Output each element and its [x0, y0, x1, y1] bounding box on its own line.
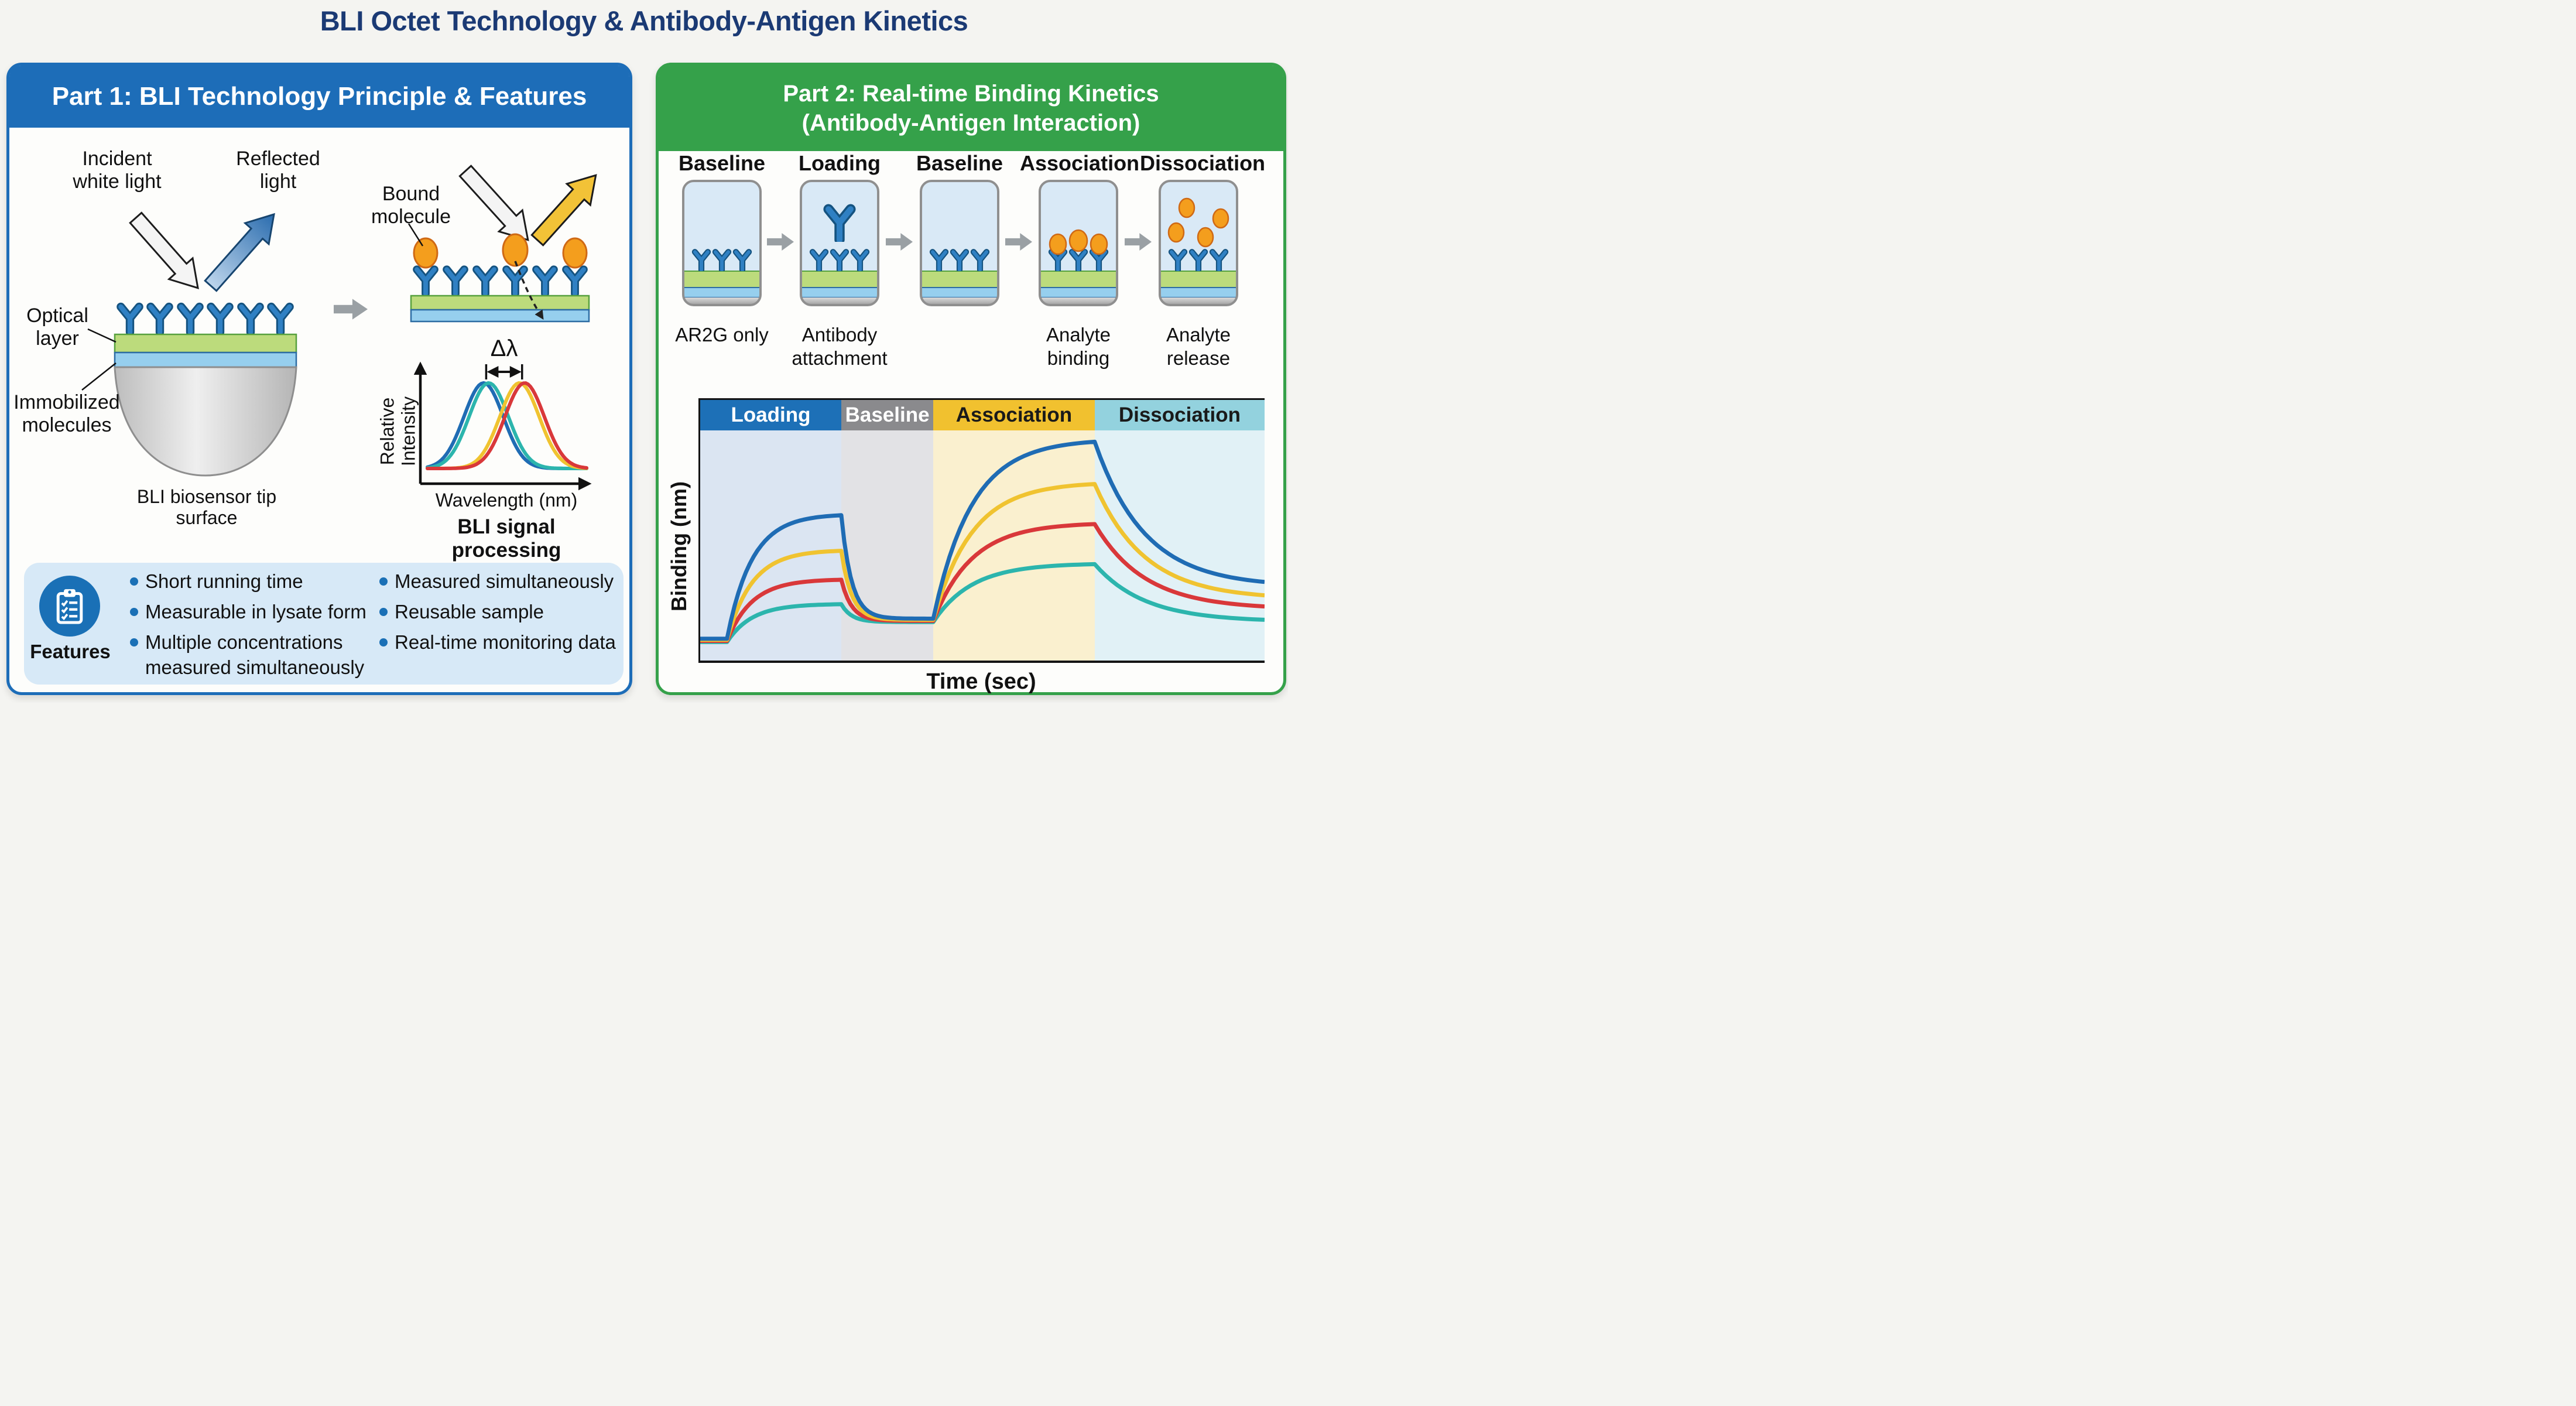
caption-analyte-binding: Analyte binding	[1046, 324, 1111, 369]
incident-light-label: Incident white light	[73, 148, 162, 193]
phase-background	[700, 430, 841, 661]
bullet-dot	[379, 607, 388, 616]
sensor-well-baseline-1	[681, 179, 763, 307]
spectral-x-axis-label: Wavelength (nm)	[435, 490, 578, 511]
stage-label-baseline-1: Baseline	[678, 151, 766, 175]
kinetics-x-axis-label: Time (sec)	[926, 669, 1036, 694]
phase-header-row: Loading Baseline Association Dissociation	[700, 400, 1265, 430]
sensor-well-loading	[799, 179, 881, 307]
phase-header-association: Association	[933, 400, 1095, 430]
feature-item: Reusable sample	[379, 600, 619, 625]
bullet-dot	[379, 577, 388, 586]
bullet-dot	[130, 638, 138, 646]
sensor-well-baseline-2	[919, 179, 1001, 307]
bullet-dot	[379, 638, 388, 646]
feature-item: Measurable in lysate form	[130, 600, 370, 625]
caption-ar2g-only: AR2G only	[675, 324, 769, 345]
features-column-2: Measured simultaneously Reusable sample …	[379, 569, 619, 655]
signal-processing-caption: BLI signal processing	[451, 515, 561, 562]
features-box	[24, 563, 624, 685]
stage-label-loading: Loading	[799, 151, 881, 175]
phase-header-baseline: Baseline	[841, 400, 934, 430]
caption-analyte-release: Analyte release	[1166, 324, 1231, 369]
optical-layer-label: Optical layer	[26, 305, 88, 350]
phase-background	[1094, 430, 1265, 661]
stage-label-association: Association	[1020, 151, 1140, 175]
page-title: BLI Octet Technology & Antibody-Antigen …	[320, 5, 968, 36]
stage-label-baseline-2: Baseline	[916, 151, 1003, 175]
phase-header-dissociation: Dissociation	[1094, 400, 1265, 430]
bli-infographic: BLI Octet Technology & Antibody-Antigen …	[0, 0, 1288, 703]
phase-background-row	[700, 430, 1265, 661]
kinetics-curve-highest-concentration	[700, 439, 1265, 641]
bullet-dot	[130, 607, 138, 616]
sensor-well-association	[1037, 179, 1119, 307]
feature-item: Measured simultaneously	[379, 569, 619, 594]
stage-label-dissociation: Dissociation	[1140, 151, 1266, 175]
kinetics-y-axis-label: Binding (nm)	[667, 481, 691, 611]
kinetics-curve-low-concentration	[700, 562, 1265, 644]
reflected-light-label: Reflected light	[236, 148, 320, 193]
kinetics-curves	[700, 439, 1265, 644]
feature-item: Multiple concentrations measured simulta…	[130, 630, 370, 680]
tip-caption: BLI biosensor tip surface	[136, 486, 277, 529]
immobilized-label: Immobilized molecules	[13, 391, 120, 436]
feature-item: Short running time	[130, 569, 370, 594]
bullet-dot	[130, 577, 138, 586]
sensor-well-dissociation	[1157, 179, 1239, 307]
kinetics-chart: Loading Baseline Association Dissociation	[698, 398, 1265, 663]
feature-item: Real-time monitoring data	[379, 630, 619, 655]
features-column-1: Short running time Measurable in lysate …	[130, 569, 370, 680]
part2-header: Part 2: Real-time Binding Kinetics (Anti…	[659, 66, 1283, 151]
bound-molecule-label: Bound molecule	[371, 183, 451, 228]
caption-antibody-attach: Antibody attachment	[792, 324, 888, 369]
checklist-clipboard-icon	[39, 576, 100, 637]
kinetics-curve-mid-concentration	[700, 522, 1265, 643]
spectral-y-axis-label: Relative Intensity	[376, 396, 419, 467]
features-heading: Features	[30, 641, 111, 662]
phase-background	[933, 430, 1095, 661]
part1-header: Part 1: BLI Technology Principle & Featu…	[9, 66, 629, 128]
phase-header-loading: Loading	[700, 400, 841, 430]
